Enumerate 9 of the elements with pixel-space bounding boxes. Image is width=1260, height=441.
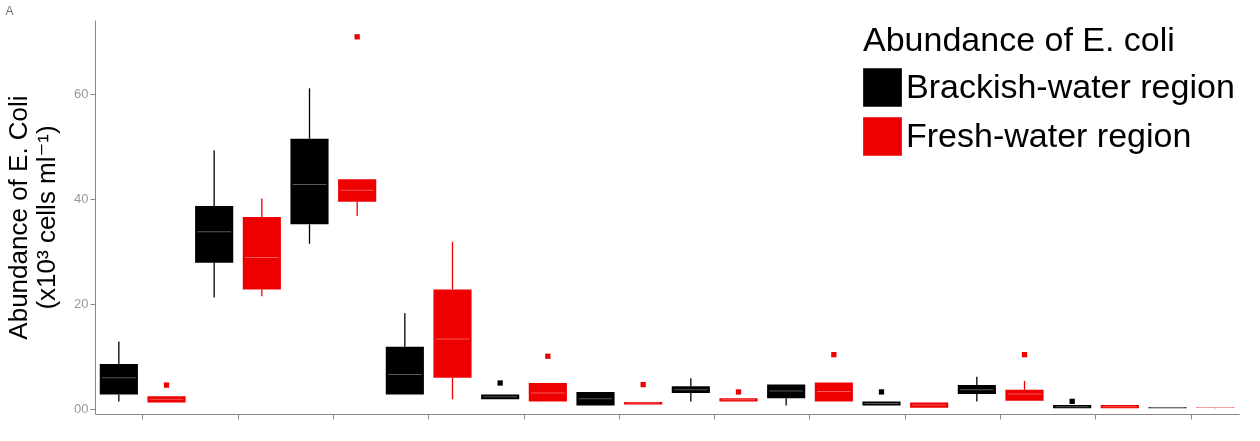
y-tick-label: 40 <box>74 191 89 207</box>
y-axis-title: Abundance of E. Coli (x10³ cells ml⁻¹) <box>3 95 62 340</box>
legend-title: Abundance of E. coli <box>863 20 1175 58</box>
y-tick-label: 20 <box>74 296 89 312</box>
legend-label: Brackish-water region <box>906 66 1235 105</box>
y-tick-label: 60 <box>74 86 89 102</box>
y-tick-label: 00 <box>74 401 89 417</box>
legend-label: Fresh-water region <box>906 115 1192 154</box>
chart-title: A <box>5 4 14 18</box>
